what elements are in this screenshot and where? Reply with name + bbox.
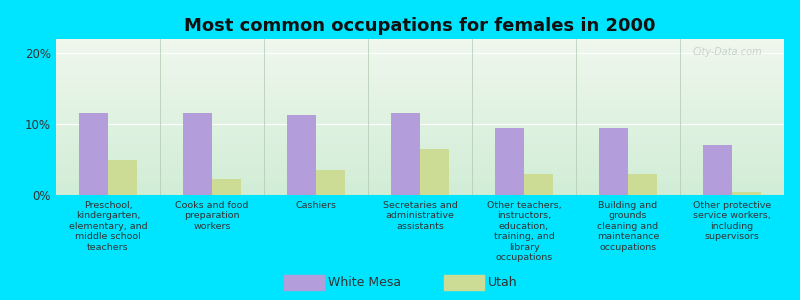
Text: City-Data.com: City-Data.com (693, 47, 762, 57)
Bar (703, 146, 732, 195)
Text: Preschool,
kindergarten,
elementary, and
middle school
teachers: Preschool, kindergarten, elementary, and… (69, 201, 147, 252)
Bar (316, 170, 345, 195)
Text: Building and
grounds
cleaning and
maintenance
occupations: Building and grounds cleaning and mainte… (597, 201, 659, 252)
Text: Cooks and food
preparation
workers: Cooks and food preparation workers (175, 201, 249, 231)
Bar (79, 113, 108, 195)
Text: White Mesa: White Mesa (328, 275, 401, 289)
Bar (732, 192, 761, 195)
Text: Secretaries and
administrative
assistants: Secretaries and administrative assistant… (382, 201, 458, 231)
Bar (108, 160, 137, 195)
Bar (628, 174, 657, 195)
Text: Other teachers,
instructors,
education,
training, and
library
occupations: Other teachers, instructors, education, … (486, 201, 562, 262)
Bar (212, 179, 241, 195)
Text: Cashiers: Cashiers (295, 201, 337, 210)
Bar (495, 128, 524, 195)
Bar (183, 113, 212, 195)
Text: Other protective
service workers,
including
supervisors: Other protective service workers, includ… (693, 201, 771, 241)
Bar (524, 174, 553, 195)
Title: Most common occupations for females in 2000: Most common occupations for females in 2… (184, 17, 656, 35)
Bar (391, 113, 420, 195)
Bar (287, 115, 316, 195)
Bar (420, 149, 449, 195)
Bar (599, 128, 628, 195)
Text: Utah: Utah (488, 275, 518, 289)
